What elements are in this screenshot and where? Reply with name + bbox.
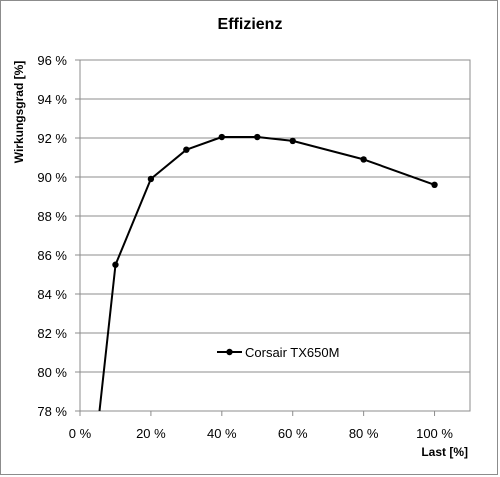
x-tick-label: 0 % <box>69 426 92 441</box>
data-point <box>289 137 296 145</box>
x-tick-label: 100 % <box>416 426 453 441</box>
y-tick-label: 94 % <box>37 92 67 107</box>
series-layer <box>98 133 438 412</box>
y-tick-label: 96 % <box>37 53 67 68</box>
x-tick-label: 80 % <box>349 426 379 441</box>
y-axis-ticks: 78 % 80 % 82 % 84 % 86 % 88 % 90 % 92 % 94 % 96 % <box>37 53 80 419</box>
y-axis-title: Wirkungsgrad [%] <box>12 61 26 164</box>
legend-marker <box>226 348 233 356</box>
y-tick-label: 92 % <box>37 131 67 146</box>
y-tick-label: 88 % <box>37 209 67 224</box>
legend: Corsair TX650M <box>217 345 339 360</box>
legend-label: Corsair TX650M <box>245 345 339 360</box>
data-point <box>218 133 226 141</box>
data-point <box>183 146 190 153</box>
chart-title: Effizienz <box>218 16 283 33</box>
data-point <box>147 175 155 183</box>
data-point <box>254 133 261 141</box>
y-tick-label: 86 % <box>37 248 67 263</box>
y-tick-label: 80 % <box>37 365 67 380</box>
x-tick-label: 60 % <box>278 426 308 441</box>
y-tick-label: 82 % <box>37 326 67 341</box>
data-point <box>360 156 367 163</box>
x-tick-label: 20 % <box>136 426 166 441</box>
plot-area <box>79 59 471 412</box>
x-axis-ticks: 0 % 20 % 40 % 60 % 80 % 100 % <box>69 411 453 441</box>
x-axis-title: Last [%] <box>421 445 468 459</box>
y-tick-label: 90 % <box>37 170 67 185</box>
y-tick-label: 78 % <box>37 404 67 419</box>
data-point <box>431 181 438 188</box>
y-tick-label: 84 % <box>37 287 67 302</box>
data-point <box>112 261 119 268</box>
x-tick-label: 40 % <box>207 426 237 441</box>
